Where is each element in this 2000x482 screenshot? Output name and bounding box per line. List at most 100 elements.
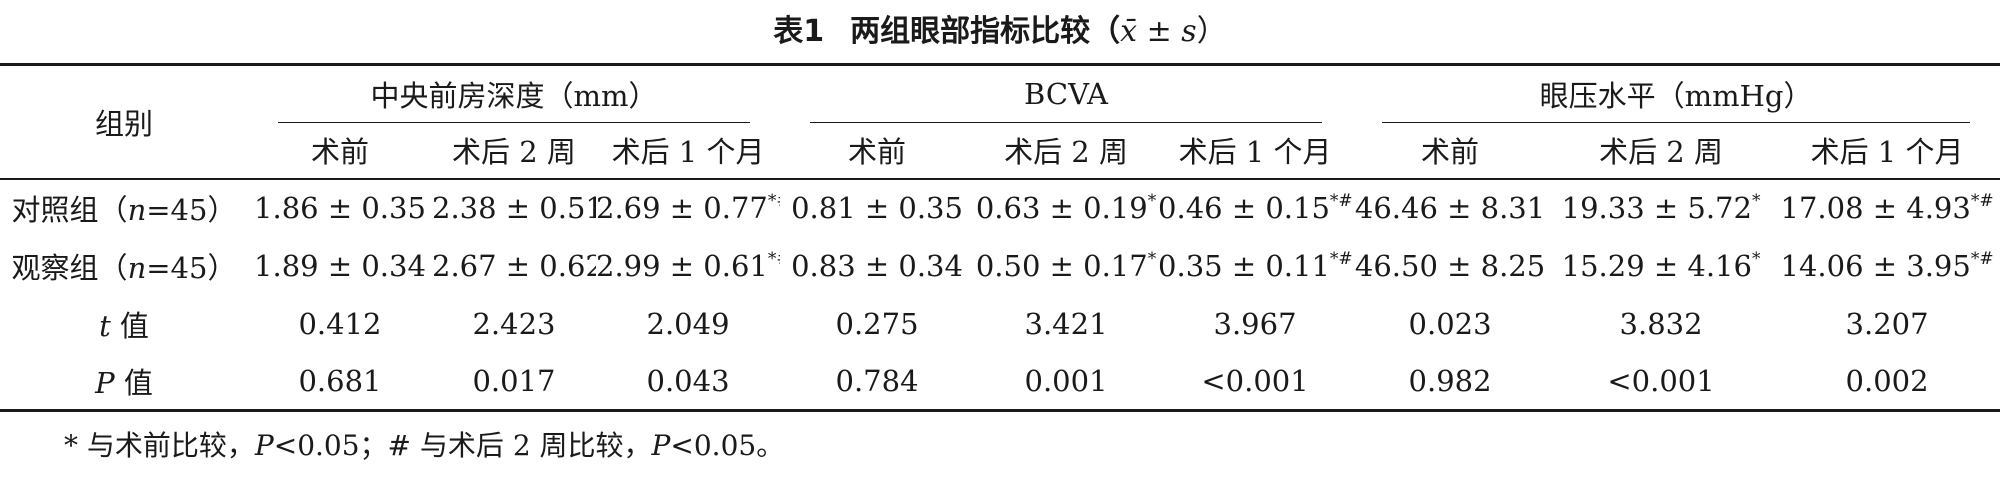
cell-value: 1.86 ± 0.35 (254, 191, 426, 225)
subcol-header: 术后 1 个月 (1810, 135, 1964, 169)
significance-mark: *# (1329, 191, 1353, 211)
cell-value: 46.50 ± 8.25 (1354, 248, 1546, 283)
cell-value: 0.50 ± 0.17 (975, 248, 1148, 283)
table-cell: 0.023 (1352, 295, 1548, 353)
header-row-groups: 组别 中央前房深度（mm） BCVA 眼压水平（mmHg） (0, 63, 2000, 179)
cell-value: 3.967 (1213, 306, 1297, 341)
cell-value: 2.99 ± 0.61 (596, 248, 768, 283)
row-label: 观察组（n=45） (0, 237, 248, 295)
table-cell: 3.421 (974, 295, 1158, 353)
cell-value: 0.81 ± 0.35 (791, 191, 963, 225)
cell-value: 2.67 ± 0.62 (432, 248, 596, 283)
group-underline (278, 121, 751, 123)
table-cell: 0.83 ± 0.34 (780, 237, 974, 295)
cell-value: 0.681 (298, 363, 382, 398)
table-cell: 0.35 ± 0.11*# (1158, 237, 1352, 295)
table-cell: 17.08 ± 4.93*# (1774, 177, 2000, 237)
significance-mark: *# (1970, 191, 1994, 211)
footnote-text: <0.05。 (670, 429, 785, 462)
cell-value: 0.63 ± 0.19 (975, 191, 1148, 225)
cell-value: 0.784 (835, 363, 919, 398)
table-cell: 0.681 (248, 352, 432, 412)
cell-value: 2.049 (646, 306, 730, 341)
significance-mark: * (1751, 191, 1761, 211)
cell-value: 14.06 ± 3.95 (1780, 248, 1971, 283)
significance-mark: *# (1329, 248, 1353, 269)
cell-value: 0.017 (472, 363, 556, 398)
row-label-text: 值 (110, 308, 149, 343)
subcol-header: 术后 2 周 (452, 135, 576, 169)
table-cell: <0.001 (1158, 352, 1353, 412)
table-cell: 0.017 (432, 352, 596, 412)
table-cell: 0.412 (248, 295, 432, 353)
significance-mark: *# (1970, 248, 1994, 269)
data-row-control: 对照组（n=45）1.86 ± 0.352.38 ± 0.51*2.69 ± 0… (0, 177, 2000, 237)
group-column-header: 组别 (0, 63, 248, 179)
subcol-header: 术后 1 个月 (1178, 135, 1332, 169)
table-cell: 3.207 (1774, 295, 2000, 353)
group-header-bcva: BCVA (780, 63, 1353, 123)
table-cell: 0.63 ± 0.19* (974, 177, 1159, 237)
row-label: P 值 (0, 352, 248, 412)
subcol-header: 术前 (1421, 135, 1480, 169)
table-number: 表1 (773, 14, 825, 49)
cell-value: 0.023 (1408, 306, 1492, 341)
cell-value: 15.29 ± 4.16 (1561, 248, 1752, 283)
table-cell: 0.043 (596, 352, 781, 412)
cell-value: 17.08 ± 4.93 (1780, 191, 1971, 225)
table-cell: <0.001 (1548, 352, 1775, 412)
data-row-observation: 观察组（n=45）1.89 ± 0.342.67 ± 0.62*2.99 ± 0… (0, 237, 2000, 295)
cell-value: 2.423 (472, 306, 556, 341)
table-cell: 0.275 (780, 295, 974, 353)
row-label-text: =45） (146, 250, 237, 285)
subcol-header: 术后 2 周 (1599, 135, 1723, 169)
row-label-symbol: n (127, 250, 147, 285)
row-label: 对照组（n=45） (0, 177, 248, 237)
data-row-t-value: t 值 0.412 2.423 2.049 0.275 3.421 3.967 0.023 3.… (0, 295, 2000, 353)
table-cell: 0.001 (974, 352, 1159, 412)
row-label-symbol: t (99, 308, 111, 343)
significance-mark: *# (767, 191, 780, 211)
table-cell: 2.69 ± 0.77*# (596, 177, 781, 237)
table-caption: 表1 两组眼部指标比较（x̄ ± s） (0, 10, 2000, 54)
cell-value: 0.982 (1408, 363, 1492, 398)
significance-mark: *# (767, 248, 780, 269)
table-cell: 2.38 ± 0.51* (432, 177, 596, 237)
group-header-label: BCVA (1024, 77, 1109, 112)
table-cell: 2.99 ± 0.61*# (596, 237, 780, 295)
cell-value: 1.89 ± 0.34 (254, 248, 426, 283)
row-label-text: 观察组（ (11, 250, 128, 285)
cell-value: 2.38 ± 0.51 (432, 191, 596, 225)
table-cell: 14.06 ± 3.95*# (1774, 237, 2000, 295)
table-title: 两组眼部指标比较（ (850, 14, 1121, 49)
significance-mark: * (1751, 248, 1761, 269)
significance-mark: * (1147, 248, 1157, 269)
comparison-table: 组别 中央前房深度（mm） BCVA 眼压水平（mmHg） 术前 术后 2 周 … (0, 63, 2000, 412)
table-cell: 0.50 ± 0.17* (974, 237, 1158, 295)
row-label-symbol: n (127, 193, 147, 227)
cell-value: 0.46 ± 0.15 (1158, 191, 1330, 225)
cell-value: 19.33 ± 5.72 (1561, 191, 1752, 225)
row-label-text: =45） (146, 193, 237, 227)
subcol-header: 术后 2 周 (1004, 135, 1128, 169)
table-cell: 2.67 ± 0.62* (432, 237, 596, 295)
row-label-text: 值 (114, 365, 153, 400)
subcol-header: 术前 (310, 135, 369, 169)
cell-value: <0.001 (1607, 363, 1715, 398)
cell-value: 0.35 ± 0.11 (1158, 248, 1330, 283)
table-cell: 3.832 (1548, 295, 1774, 353)
subcol-header: 术前 (848, 135, 907, 169)
table-stat-notation: x̄ ± s (1120, 14, 1197, 49)
cell-value: 0.002 (1845, 363, 1929, 398)
group-header-iop: 眼压水平（mmHg） (1352, 63, 2000, 123)
group-underline (1382, 121, 1971, 123)
table-cell: 1.89 ± 0.34 (248, 237, 432, 295)
row-label-text: 对照组（ (11, 193, 128, 227)
table-cell: 1.86 ± 0.35 (248, 177, 432, 237)
cell-value: 2.69 ± 0.77 (596, 191, 768, 225)
header-row-timepoints: 术前 术后 2 周 术后 1 个月 术前 术后 2 周 术后 1 个月 术前 术… (0, 123, 2000, 179)
row-label: t 值 (0, 295, 248, 353)
cell-value: 3.421 (1024, 306, 1108, 341)
row-label-symbol: P (95, 365, 115, 400)
cell-value: 0.412 (298, 306, 382, 341)
